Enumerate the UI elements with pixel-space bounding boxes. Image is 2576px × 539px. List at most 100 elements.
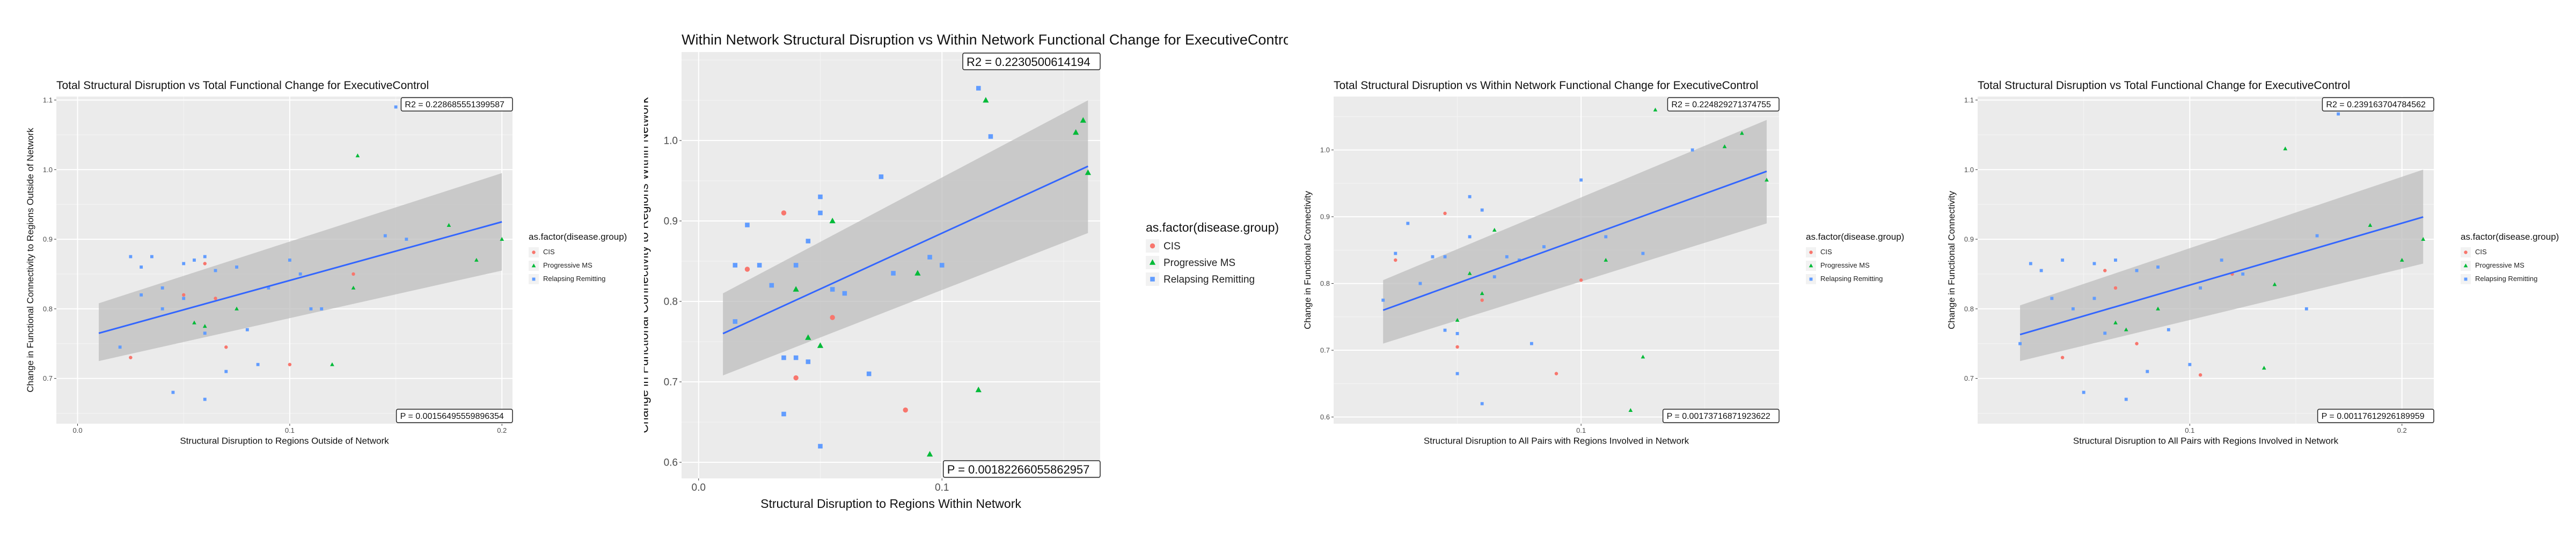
x-axis-label: Structural Disruption to All Pairs with … xyxy=(1424,436,1689,446)
data-point xyxy=(879,174,884,179)
data-point xyxy=(288,259,291,262)
data-point xyxy=(817,342,824,348)
data-point xyxy=(1455,318,1460,322)
legend-title: as.factor(disease.group) xyxy=(529,232,627,242)
r2-label-text: R2 = 0.228685551399587 xyxy=(405,100,504,109)
data-point xyxy=(1468,235,1472,239)
data-point xyxy=(1455,332,1459,335)
chart-panel-2: Within Network Structural Disruption vs … xyxy=(636,0,1291,536)
data-point xyxy=(2029,262,2032,265)
data-point xyxy=(2135,342,2139,345)
data-point xyxy=(2368,223,2373,227)
x-axis: 0.1 0.2 xyxy=(2185,424,2407,434)
legend-key-symbol xyxy=(531,263,536,268)
data-point xyxy=(171,390,175,394)
label-box xyxy=(1667,97,1780,112)
data-point xyxy=(818,210,823,216)
confidence-band xyxy=(723,100,1088,375)
data-point xyxy=(2315,234,2319,238)
x-tick-label: 0.1 xyxy=(935,482,949,493)
data-point xyxy=(745,223,750,227)
data-point xyxy=(224,345,228,349)
y-tick-label: 0.9 xyxy=(1320,213,1330,221)
legend-title: as.factor(disease.group) xyxy=(1806,232,1904,242)
data-point xyxy=(983,97,989,103)
data-point xyxy=(224,370,228,373)
data-point xyxy=(926,451,933,457)
data-point xyxy=(309,307,313,311)
data-point xyxy=(2039,269,2043,272)
y-tick-label: 1.0 xyxy=(1964,166,1974,174)
data-point xyxy=(1467,271,1472,275)
data-point xyxy=(235,306,239,311)
data-point xyxy=(914,270,921,276)
data-point xyxy=(1628,408,1633,412)
data-point xyxy=(806,359,811,364)
data-point xyxy=(2272,282,2277,286)
data-point xyxy=(500,237,504,241)
data-point xyxy=(733,319,738,324)
data-point xyxy=(193,259,196,262)
data-point xyxy=(160,307,164,311)
data-point xyxy=(2050,297,2054,300)
series-cis xyxy=(1394,211,1583,375)
data-point xyxy=(320,307,324,311)
y-tick-label: 0.9 xyxy=(43,235,53,243)
data-point xyxy=(2092,262,2096,265)
data-point xyxy=(267,286,270,290)
r2-label: R2 = 0.2230500614194 xyxy=(962,53,1101,70)
x-axis: 0.1 xyxy=(1576,424,1586,434)
legend-title: as.factor(disease.group) xyxy=(2461,232,2559,242)
data-point xyxy=(160,286,164,290)
legend-key-symbol xyxy=(532,277,536,281)
legend-key-symbol xyxy=(2463,263,2468,268)
data-point xyxy=(1641,252,1645,255)
data-point xyxy=(2188,363,2192,366)
data-point xyxy=(1529,342,1533,345)
y-tick-label: 1.0 xyxy=(43,166,53,174)
confidence-band xyxy=(1383,120,1767,344)
data-point xyxy=(1455,372,1459,375)
data-point xyxy=(2421,237,2426,241)
data-point xyxy=(1480,208,1484,212)
r2-label-text: R2 = 0.2230500614194 xyxy=(967,55,1091,69)
p-label: P = 0.00173716871923622 xyxy=(1662,409,1780,423)
data-point xyxy=(2103,269,2107,272)
data-point xyxy=(203,255,207,259)
series-progressive-ms xyxy=(1455,107,1769,412)
data-point xyxy=(2198,373,2202,377)
data-point xyxy=(793,263,799,268)
data-point xyxy=(781,411,786,417)
y-axis: 0.7 0.8 0.9 1.0 1.1 xyxy=(43,96,56,382)
y-axis: 0.7 0.8 0.9 1.0 1.1 xyxy=(1964,96,1978,382)
data-point xyxy=(2061,259,2065,262)
x-tick-label: 0.2 xyxy=(2397,426,2407,434)
data-point xyxy=(891,271,896,276)
data-point xyxy=(2167,328,2170,331)
data-point xyxy=(1455,345,1459,349)
data-point xyxy=(2071,307,2075,311)
data-point xyxy=(976,86,981,91)
data-point xyxy=(2220,259,2223,262)
x-axis: 0.0 0.1 xyxy=(692,478,949,493)
legend-key-symbol xyxy=(2464,277,2468,281)
legend: as.factor(disease.group) CIS Progressive M… xyxy=(1806,232,1904,284)
y-tick-label: 0.8 xyxy=(664,297,678,308)
data-point xyxy=(1394,252,1397,255)
chart-title: Total Structural Disruption vs Total Fun… xyxy=(1978,79,2350,92)
data-point xyxy=(1443,211,1447,216)
data-point xyxy=(1554,372,1558,375)
y-tick-label: 0.8 xyxy=(1964,305,1974,313)
data-point xyxy=(927,255,932,260)
data-point xyxy=(2113,320,2118,324)
data-point xyxy=(140,265,143,269)
data-point xyxy=(1406,221,1410,225)
legend-key-symbol xyxy=(2464,250,2468,254)
data-point xyxy=(805,334,811,340)
legend-key-symbol xyxy=(1150,243,1155,249)
data-point xyxy=(383,234,387,238)
legend-item-relapsing-remitting: Relapsing Remitting xyxy=(1820,275,1883,283)
data-point xyxy=(182,297,186,300)
chart-title: Total Structural Disruption vs Within Ne… xyxy=(1334,79,1758,92)
y-axis-label: Change in Functional Connectivity xyxy=(1946,191,1957,329)
